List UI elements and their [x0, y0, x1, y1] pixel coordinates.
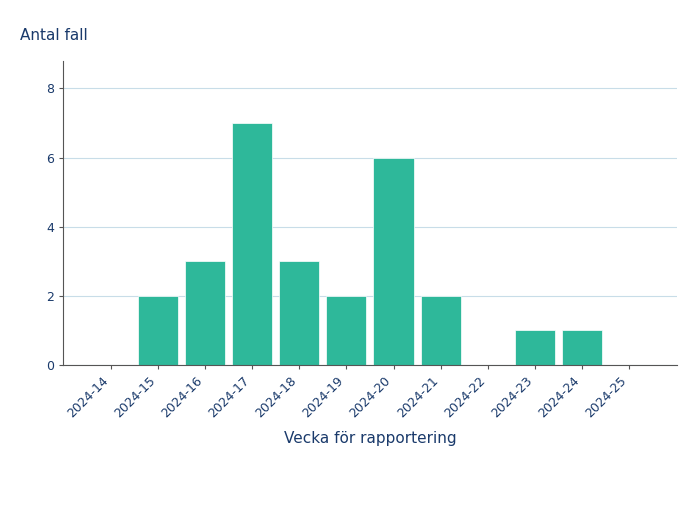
- Bar: [185, 261, 225, 365]
- Bar: [515, 331, 555, 365]
- Text: Antal fall: Antal fall: [20, 27, 87, 43]
- Bar: [138, 296, 178, 365]
- Bar: [327, 296, 366, 365]
- Bar: [279, 261, 319, 365]
- Bar: [562, 331, 602, 365]
- Bar: [232, 123, 272, 365]
- Bar: [421, 296, 461, 365]
- Bar: [373, 158, 413, 365]
- X-axis label: Vecka för rapportering: Vecka för rapportering: [283, 431, 456, 446]
